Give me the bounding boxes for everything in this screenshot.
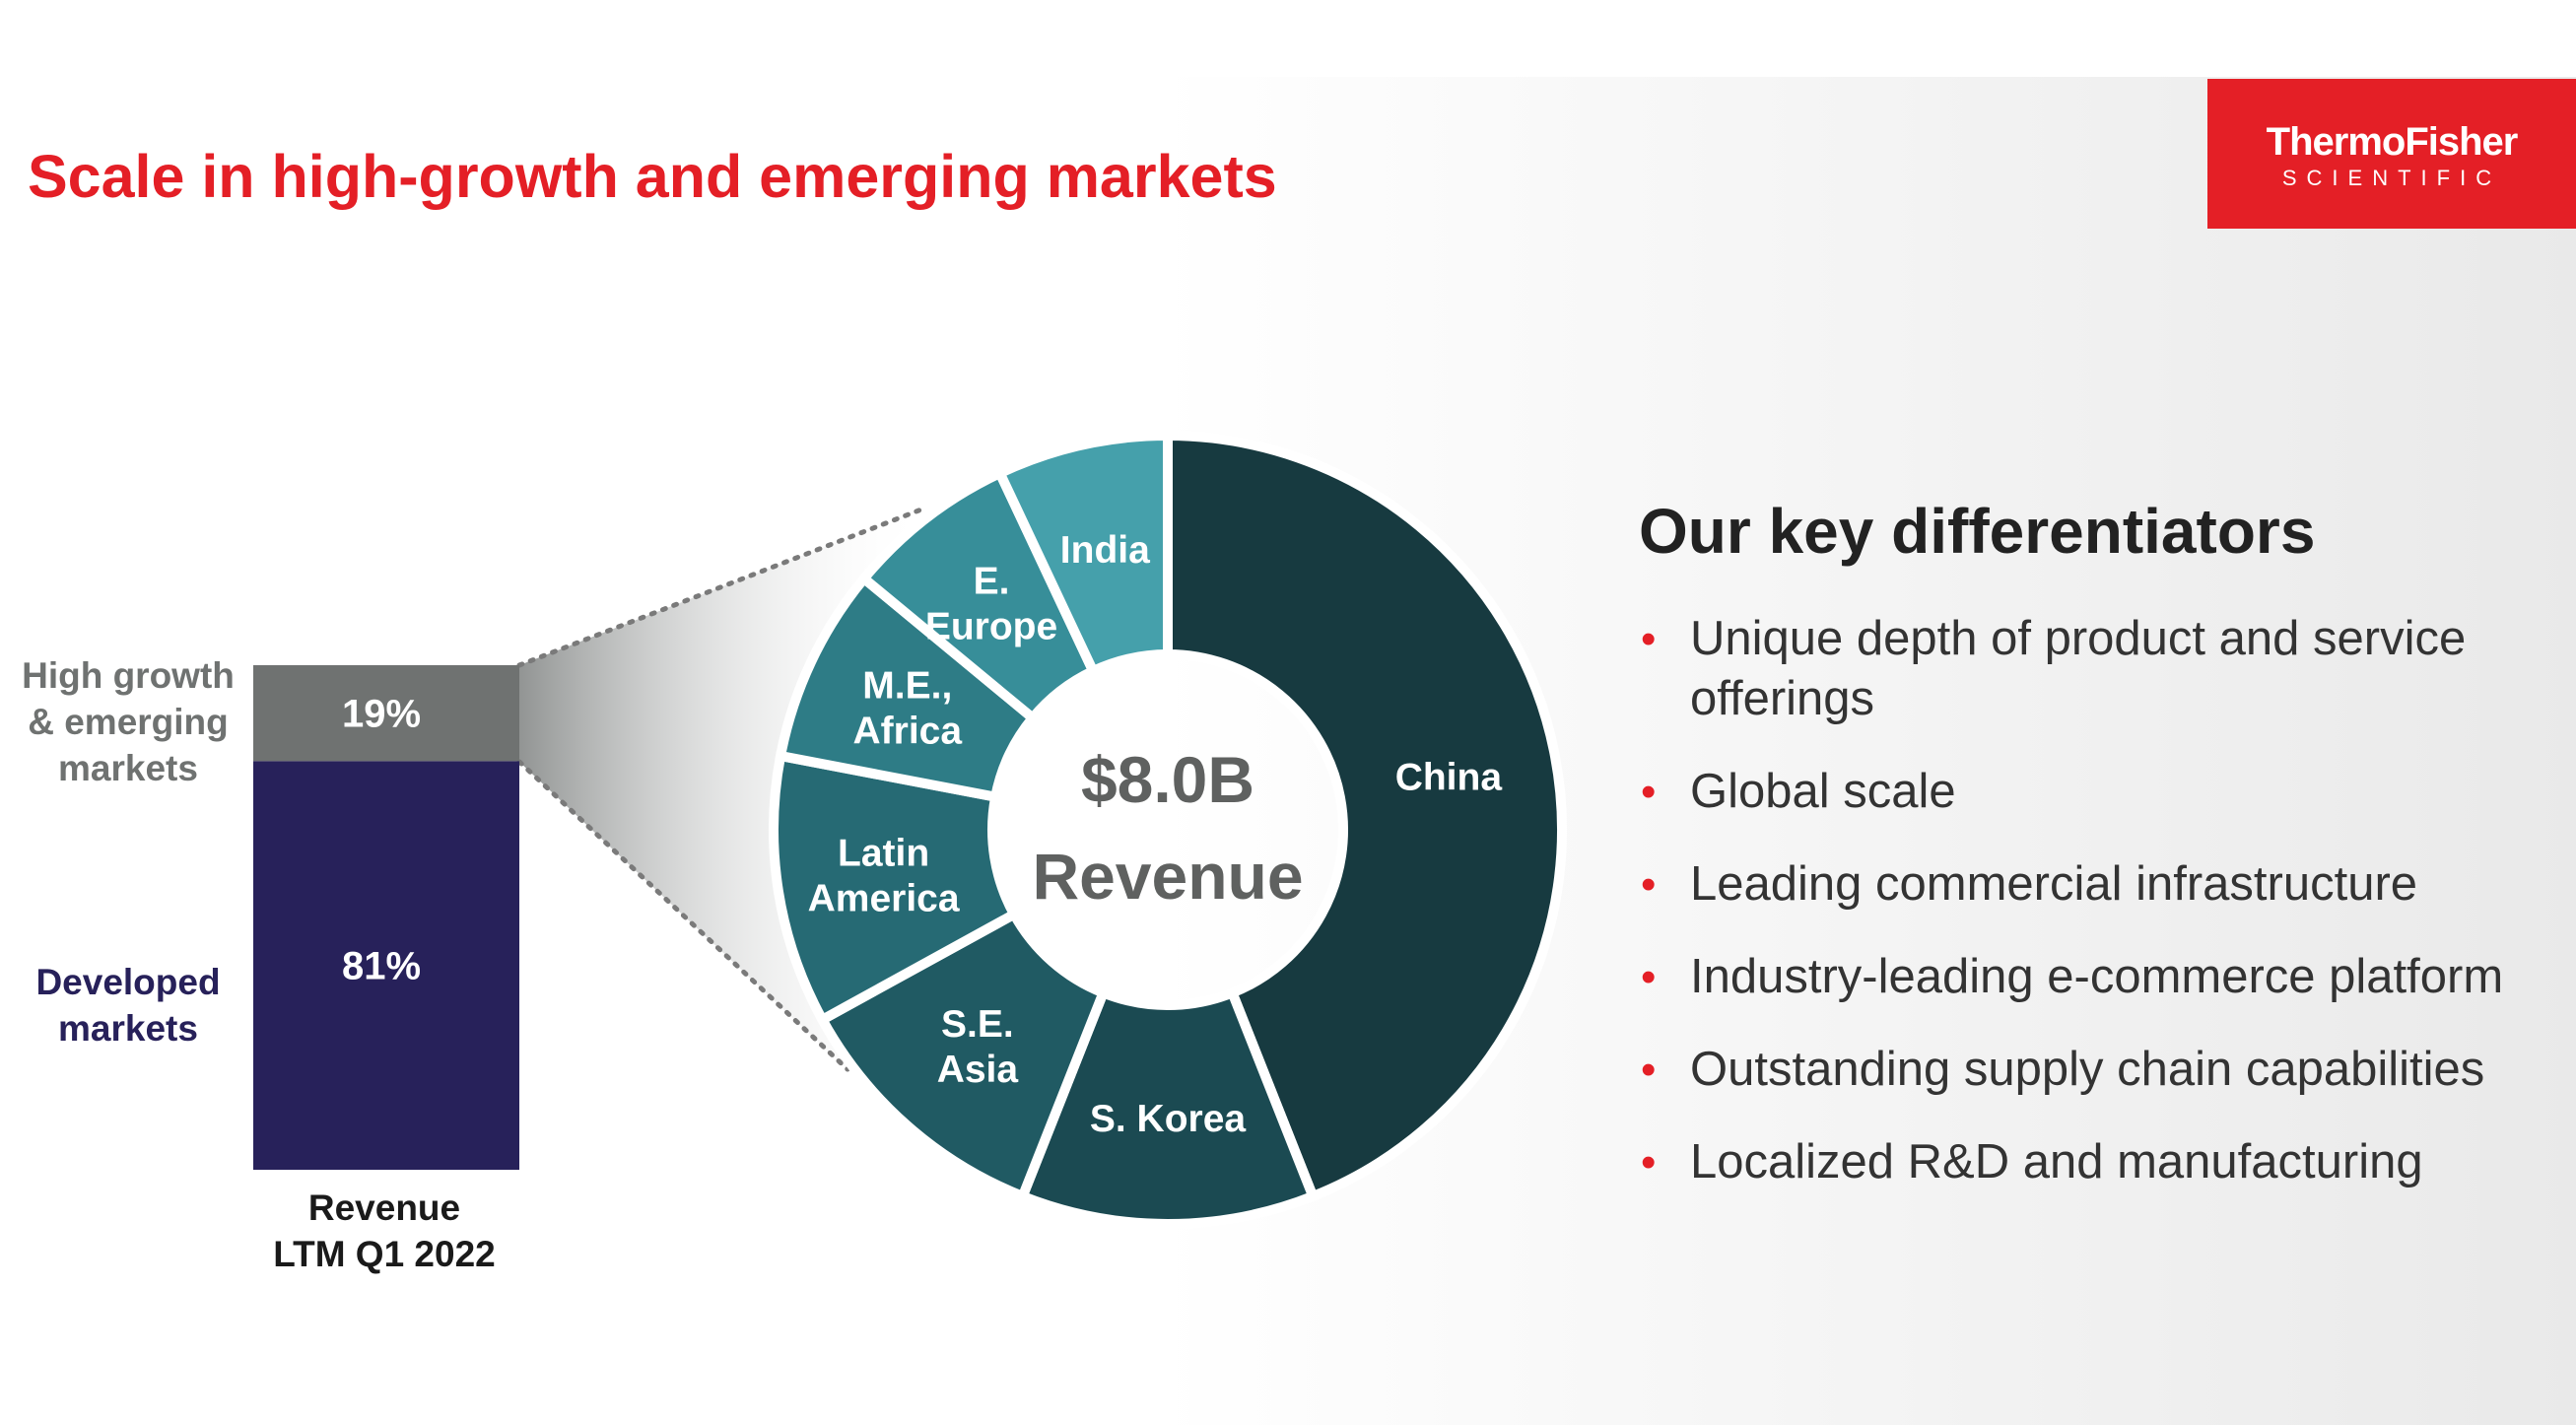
regional-revenue-donut-chart: China S. Korea S.E. Asia Latin America M.E., Af…	[769, 430, 1567, 1229]
differentiators-list: Unique depth of product and service offe…	[1639, 609, 2565, 1225]
donut-slice-s-korea	[1016, 986, 1320, 1229]
donut-slice-label: India	[1060, 529, 1150, 572]
differentiator-item: Outstanding supply chain capabilities	[1639, 1040, 2565, 1100]
donut-slice-india	[993, 430, 1173, 678]
bar-x-label-line1: Revenue	[307, 1188, 461, 1228]
donut-center-text: $8.0B Revenue	[995, 737, 1340, 918]
donut-center-value: $8.0B	[1080, 743, 1255, 816]
differentiator-item: Industry-leading e-commerce platform	[1639, 947, 2565, 1007]
donut-slice-label: Latin America	[808, 833, 960, 920]
bar-x-label: Revenue LTM Q1 2022	[237, 1185, 532, 1277]
donut-slice-label: S.E. Asia	[937, 1003, 1019, 1091]
differentiators-title: Our key differentiators	[1639, 496, 2316, 567]
bar-value-label: 81%	[342, 945, 421, 988]
thermo-fisher-logo: ThermoFisher SCIENTIFIC	[2207, 79, 2576, 229]
bar-x-label-line2: LTM Q1 2022	[273, 1234, 496, 1274]
bar-value-label: 19%	[342, 693, 421, 736]
bar-label-emerging: High growth & emerging markets	[22, 655, 235, 788]
donut-slice-label: S. Korea	[1090, 1098, 1247, 1140]
donut-slice-label: E. Europe	[925, 560, 1057, 647]
donut-slice-label: M.E., Africa	[853, 665, 963, 753]
differentiator-item: Leading commercial infrastructure	[1639, 854, 2565, 915]
donut-slice-label: China	[1395, 757, 1503, 799]
slide-title: Scale in high-growth and emerging market…	[28, 143, 1277, 210]
revenue-stacked-bar-chart: 81% 19%	[253, 665, 519, 1170]
donut-center-label: Revenue	[1032, 840, 1304, 913]
funnel-top-line	[516, 505, 929, 668]
differentiator-item: Localized R&D and manufacturing	[1639, 1132, 2565, 1192]
bar-label-developed: Developed markets	[35, 962, 221, 1049]
differentiator-item: Global scale	[1639, 762, 2565, 822]
bar-segment-developed	[253, 761, 519, 1170]
logo-line1: ThermoFisher	[2266, 120, 2519, 164]
logo-line2: SCIENTIFIC	[2281, 166, 2502, 190]
donut-slice-china	[1163, 430, 1567, 1203]
donut-slice-latin-america	[769, 750, 1021, 1027]
funnel-bottom-line	[516, 759, 850, 1072]
differentiator-item: Unique depth of product and service offe…	[1639, 609, 2565, 729]
bar-segment-emerging	[253, 665, 519, 762]
